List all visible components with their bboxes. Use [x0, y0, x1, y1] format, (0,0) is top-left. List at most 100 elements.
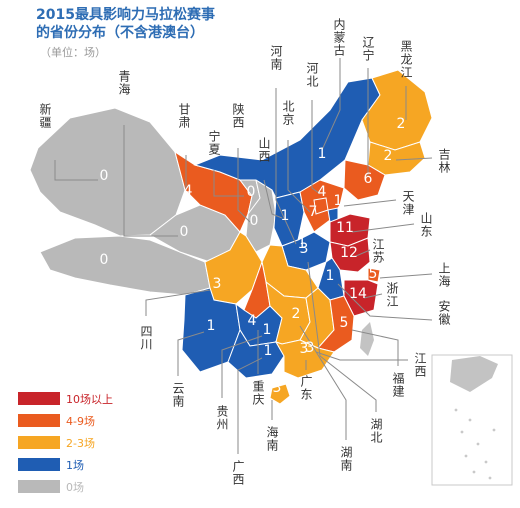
leader-line: [177, 331, 205, 376]
chart-subtitle: 的省份分布（不含港澳台）: [36, 25, 204, 41]
count-label: 0: [180, 224, 189, 240]
count-label: 1: [298, 236, 307, 252]
leader-line: [321, 58, 341, 151]
province-label: 北京: [281, 100, 295, 126]
leader-line: [315, 351, 408, 361]
region-taiwan: [360, 322, 374, 356]
inset-islands: [454, 408, 496, 480]
province-label: 新疆: [38, 103, 52, 129]
leader-line: [337, 283, 433, 321]
count-label: 1: [334, 193, 343, 209]
province-label: 福建: [391, 372, 405, 398]
province-label: 青海: [117, 70, 131, 96]
count-label: 1: [281, 208, 290, 224]
province-label: 贵州: [215, 405, 229, 431]
province-label: 江西: [413, 352, 427, 378]
count-label: 0: [247, 184, 256, 200]
province-label: 广西: [231, 460, 245, 486]
count-label: 2: [292, 306, 301, 322]
legend-swatch: [18, 458, 60, 471]
province-label: 辽宁: [361, 36, 375, 62]
legend-swatch: [18, 480, 60, 493]
count-label: 4: [248, 313, 257, 329]
leader-line: [213, 170, 244, 197]
region-fujian: [317, 295, 355, 353]
south-china-sea-inset: [431, 354, 513, 486]
count-label: 3: [300, 341, 309, 357]
province-label: 甘肃: [177, 103, 191, 129]
province-label: 湖南: [339, 446, 353, 472]
leader-line: [263, 179, 283, 219]
region-neimenggu: [193, 77, 381, 199]
count-label: 3: [300, 241, 309, 257]
province-label: 重庆: [251, 380, 265, 406]
region-shanghai: [367, 267, 381, 283]
legend-swatch: [18, 436, 60, 449]
count-label: 2: [384, 148, 393, 164]
leader-line: [395, 157, 433, 161]
province-label: 吉林: [437, 148, 451, 174]
province-label: 河南: [269, 45, 283, 71]
count-label: 5: [369, 266, 378, 282]
legend-swatch: [18, 414, 60, 427]
region-hainan: [269, 383, 291, 405]
count-label: 1: [207, 318, 216, 334]
leader-line: [311, 100, 321, 195]
leader-line: [237, 148, 251, 223]
leader-line: [299, 325, 347, 440]
unit-note: （单位：场）: [40, 46, 106, 59]
province-label: 山东: [419, 212, 433, 238]
count-label: 0: [250, 213, 259, 229]
province-label: 云南: [171, 382, 185, 408]
legend-label: 0场: [66, 481, 84, 494]
leader-line: [363, 293, 383, 299]
legend-label: 2-3场: [66, 437, 95, 450]
leader-line: [145, 289, 211, 316]
count-label: 11: [336, 220, 354, 236]
leader-line: [351, 223, 415, 233]
leader-line: [355, 249, 371, 257]
legend-label: 10场以上: [66, 393, 113, 406]
province-label: 黑龙江: [399, 40, 413, 79]
count-label: 3: [273, 380, 282, 396]
inset-landmass: [450, 356, 498, 392]
count-label: 14: [349, 286, 367, 302]
province-label: 浙江: [385, 282, 399, 308]
chart-title: 2015最具影响力马拉松赛事: [36, 7, 215, 23]
inset-frame: [431, 354, 513, 486]
province-label: 湖北: [369, 418, 383, 444]
count-label: 1: [326, 268, 335, 284]
leader-line: [379, 273, 433, 279]
count-label: 3: [306, 340, 315, 356]
count-label: 6: [364, 171, 373, 187]
province-label: 山西: [257, 137, 271, 163]
count-label: 2: [397, 116, 406, 132]
province-label: 内蒙古: [332, 18, 346, 57]
legend-label: 4-9场: [66, 415, 95, 428]
count-label: 4: [184, 183, 193, 199]
province-label: 广东: [299, 375, 313, 401]
count-label: 1: [264, 343, 273, 359]
count-label: 0: [100, 168, 109, 184]
leader-line: [237, 357, 263, 454]
leader-line: [275, 88, 297, 245]
province-label: 河北: [305, 62, 319, 88]
leader-line: [221, 335, 263, 398]
province-label: 四川: [139, 325, 153, 351]
count-label: 7: [309, 204, 318, 220]
count-label: 1: [318, 146, 327, 162]
map-regions: [29, 69, 433, 405]
count-label: 12: [340, 245, 358, 261]
province-label: 陕西: [231, 103, 245, 129]
count-label: 4: [318, 184, 327, 200]
province-label: 安徽: [437, 300, 451, 326]
leader-lines: [54, 58, 433, 454]
legend-label: 1场: [66, 459, 84, 472]
province-label: 江苏: [371, 238, 385, 264]
province-label: 宁夏: [207, 130, 221, 156]
count-label: 5: [340, 315, 349, 331]
leader-line: [307, 261, 377, 412]
